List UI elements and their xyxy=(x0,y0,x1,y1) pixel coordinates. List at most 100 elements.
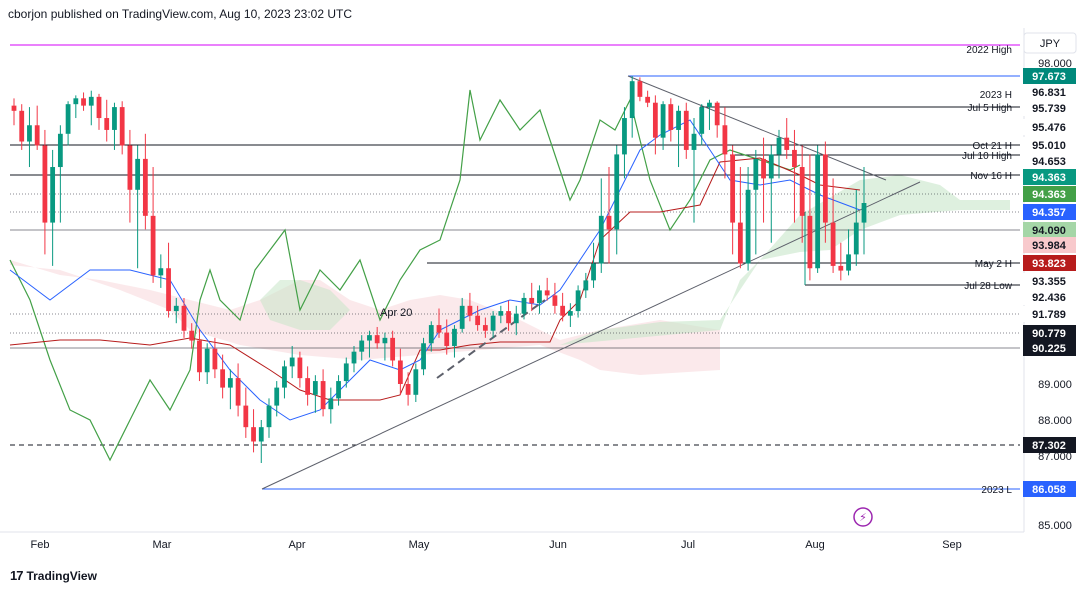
candle-body xyxy=(119,107,125,146)
candle-body xyxy=(135,158,141,190)
price-badge-label: 95.010 xyxy=(1032,140,1066,152)
x-tick-label: Aug xyxy=(805,539,825,551)
candle-body xyxy=(34,125,40,146)
annotation-apr20: Apr 20 xyxy=(380,307,412,319)
candle-body xyxy=(498,311,504,316)
price-badge-label: 94.653 xyxy=(1032,156,1066,168)
candle-body xyxy=(622,118,627,155)
price-badge-label: 93.823 xyxy=(1032,258,1066,270)
kijun-line xyxy=(9,157,861,401)
candle-body xyxy=(846,254,851,271)
candle-body xyxy=(343,363,349,382)
candle-body xyxy=(784,137,790,150)
price-badge-label: 90.779 xyxy=(1032,328,1066,340)
y-tick-label: 87.000 xyxy=(1038,451,1072,463)
candle-body xyxy=(150,215,156,276)
candle-body xyxy=(127,145,133,190)
candle-body xyxy=(482,325,488,331)
candle-body xyxy=(397,360,403,384)
candle-body xyxy=(591,263,596,281)
footer-brand: TradingView xyxy=(26,568,97,583)
candle-body xyxy=(637,81,643,97)
candle-body xyxy=(243,405,249,428)
candle-body xyxy=(707,102,712,108)
candle-body xyxy=(65,104,71,134)
candle-body xyxy=(274,387,280,406)
candle-body xyxy=(258,427,264,442)
candle-body xyxy=(27,125,32,142)
candle-body xyxy=(606,215,612,230)
tradingview-logo-icon: 17 xyxy=(10,568,24,583)
bear-cloud xyxy=(10,260,720,375)
price-badge xyxy=(1023,255,1076,271)
candle-body xyxy=(490,315,496,331)
price-badge-label: 90.225 xyxy=(1032,343,1066,355)
price-badge-label: 94.357 xyxy=(1032,207,1066,219)
price-badge xyxy=(1023,289,1076,305)
candle-body xyxy=(683,110,689,150)
price-badge xyxy=(1023,186,1076,202)
ichimoku-cloud xyxy=(10,175,1010,375)
x-tick-label: Apr xyxy=(288,539,305,551)
candle-body xyxy=(235,378,241,406)
candle-body xyxy=(96,96,102,119)
candle-body xyxy=(807,215,813,269)
candle-body xyxy=(104,118,110,130)
candle-body xyxy=(158,268,164,276)
candle-body xyxy=(297,357,303,379)
candle-body xyxy=(359,340,365,352)
candle-body xyxy=(583,280,589,291)
candle-body xyxy=(761,158,766,179)
candle-body xyxy=(529,297,535,304)
dashed-trendline xyxy=(436,299,546,379)
price-axis: 98.000 89.000 88.000 87.000 85.000 JPY 97.673 9… xyxy=(1023,28,1077,532)
candle-body xyxy=(204,348,210,373)
candle-body xyxy=(305,378,311,395)
candle-body xyxy=(452,328,457,346)
x-tick-label: Jul xyxy=(681,539,695,551)
candle-body xyxy=(320,381,326,410)
candle-body xyxy=(189,330,195,341)
price-badge xyxy=(1023,137,1076,153)
level-label: Jul 28 Low xyxy=(964,281,1013,292)
candle-body xyxy=(776,137,782,155)
level-label: 2022 High xyxy=(966,45,1012,56)
candle-body xyxy=(560,305,566,316)
candle-body xyxy=(506,311,511,324)
candle-body xyxy=(220,369,226,388)
candle-body xyxy=(181,305,187,331)
candle-body xyxy=(444,332,450,346)
price-badge-label: 96.831 xyxy=(1032,87,1066,99)
candle-body xyxy=(537,290,542,304)
candle-body xyxy=(197,340,202,373)
price-badge xyxy=(1023,437,1076,453)
candle-body xyxy=(544,290,550,296)
candle-body xyxy=(173,305,179,312)
y-tick-label: 88.000 xyxy=(1038,415,1072,427)
candle-body xyxy=(282,366,287,388)
price-badge xyxy=(1023,169,1076,185)
price-badge-label: 94.090 xyxy=(1032,225,1066,237)
candle-body xyxy=(436,325,442,333)
candle-body xyxy=(768,154,774,179)
price-badge-label: 92.436 xyxy=(1032,292,1066,304)
candle-body xyxy=(714,102,720,126)
price-badge-label: 93.984 xyxy=(1032,240,1067,252)
candle-body xyxy=(475,315,481,326)
candle-body xyxy=(166,268,171,312)
candle-body xyxy=(50,167,56,223)
price-badge xyxy=(1023,306,1076,322)
candle-body xyxy=(251,427,256,442)
candle-body xyxy=(815,154,821,269)
resistance-trendline xyxy=(627,75,887,181)
candle-body xyxy=(328,398,334,410)
x-tick-label: Sep xyxy=(942,539,962,551)
candle-body xyxy=(266,405,272,428)
candle-body xyxy=(390,337,396,361)
candle-body xyxy=(853,222,859,255)
candle-body xyxy=(428,325,434,344)
candle-body xyxy=(336,381,341,399)
candle-body xyxy=(691,133,697,150)
price-badge xyxy=(1023,325,1076,341)
